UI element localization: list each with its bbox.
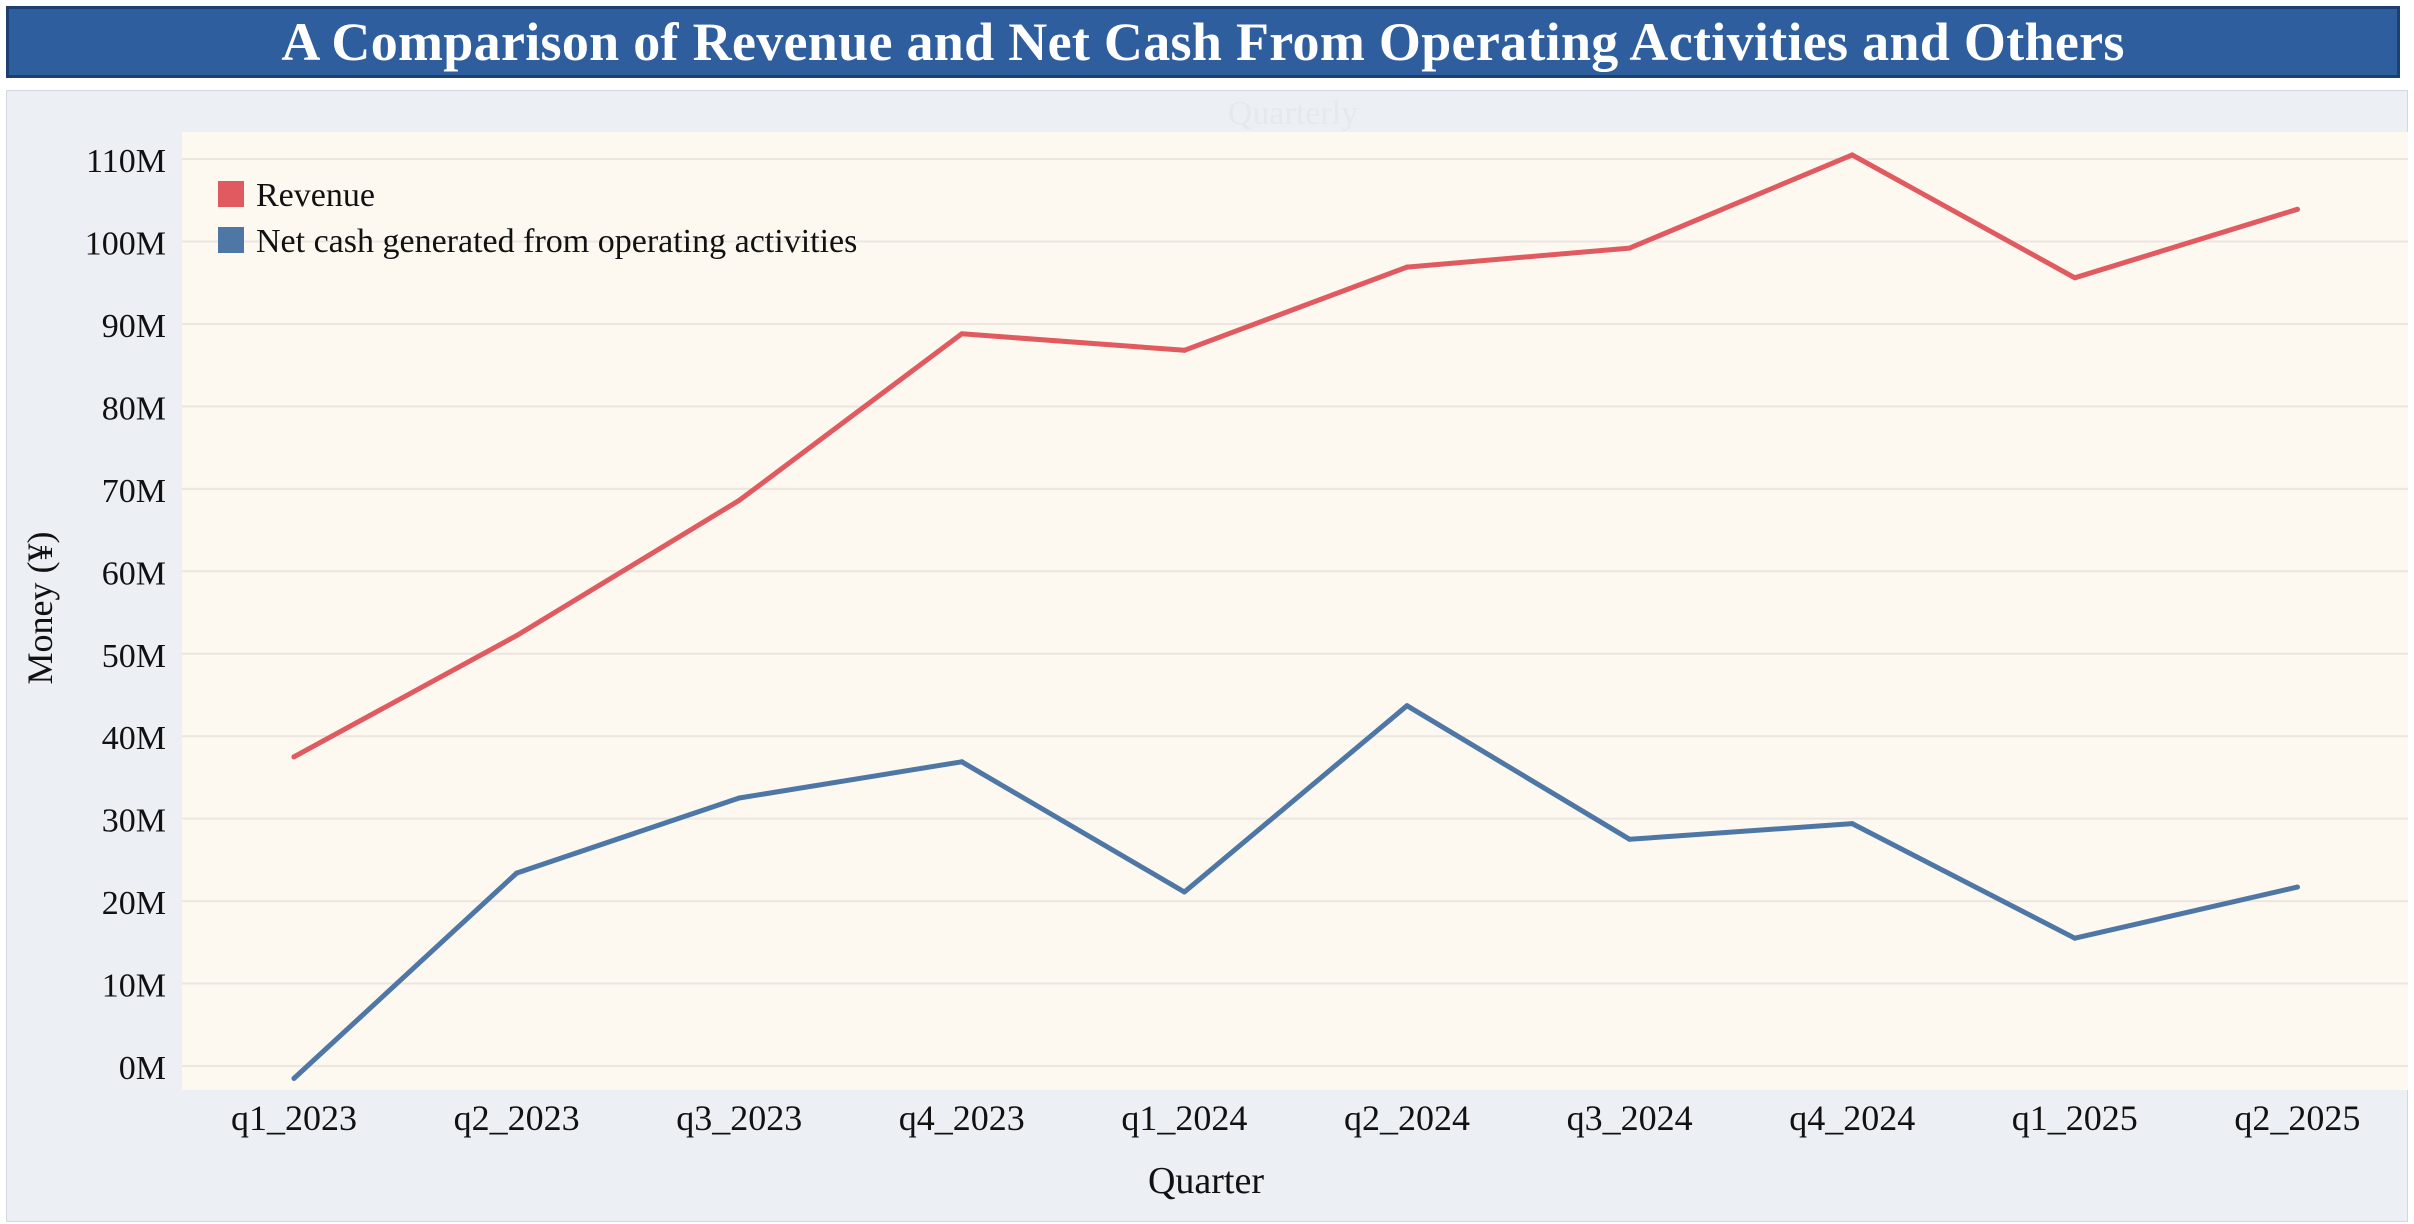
series-lines [291,152,2300,1081]
x-tick-label: q1_2023 [231,1098,357,1138]
y-tick-label: 20M [102,885,166,922]
series-line-1 [291,703,2300,1081]
chart-subtitle: Quarterly [1228,95,1358,132]
y-tick-label: 40M [102,720,166,757]
data-point [1181,347,1187,353]
data-point [291,754,297,760]
x-tick-label: q3_2023 [676,1098,802,1138]
y-tick-label: 10M [102,968,166,1005]
data-point [1627,245,1633,251]
data-point [1404,264,1410,270]
data-point [514,870,520,876]
data-point [1181,889,1187,895]
data-point [2294,884,2300,890]
y-tick-label: 70M [102,473,166,510]
y-tick-label: 110M [86,143,166,180]
legend-swatch [218,227,244,253]
y-tick-label: 30M [102,803,166,840]
data-point [291,1075,297,1081]
data-point [1849,821,1855,827]
x-tick-label: q3_2024 [1567,1098,1693,1138]
x-tick-label: q2_2024 [1344,1098,1470,1138]
data-point [736,497,742,503]
data-point [2294,206,2300,212]
data-point [2072,935,2078,941]
legend-swatch [218,181,244,207]
y-tick-label: 100M [85,226,166,263]
title-bar: A Comparison of Revenue and Net Cash Fro… [6,6,2400,78]
x-tick-label: q4_2023 [899,1098,1025,1138]
legend-label: Net cash generated from operating activi… [256,223,857,260]
y-tick-label: 90M [102,308,166,345]
x-tick-label: q1_2025 [2012,1098,2138,1138]
x-tick-label: q2_2025 [2234,1098,2360,1138]
y-tick-label: 0M [119,1050,166,1087]
y-tick-label: 50M [102,638,166,675]
data-point [1627,836,1633,842]
data-point [959,331,965,337]
y-tick-label: 60M [102,555,166,592]
y-axis-label: Money (¥) [20,532,60,685]
data-point [1404,703,1410,709]
data-point [959,759,965,765]
chart-title: A Comparison of Revenue and Net Cash Fro… [281,12,2125,72]
y-tick-label: 80M [102,390,166,427]
y-tick-labels: 0M 10M 20M 30M 40M 50M 60M 70M 80M 90M 100M 110M [85,143,166,1087]
series-line-0 [291,152,2300,760]
grid-lines [182,158,2408,1067]
data-point [2072,275,2078,281]
x-tick-label: q1_2024 [1121,1098,1247,1138]
legend-label: Revenue [256,177,375,214]
data-point [514,633,520,639]
x-tick-labels: q1_2023 q2_2023 q3_2023 q4_2023 q1_2024 q2_20… [231,1098,2360,1138]
data-point [736,795,742,801]
data-point [1849,152,1855,158]
x-tick-label: q2_2023 [454,1098,580,1138]
legend: Revenue Net cash generated from operating… [218,177,857,260]
x-axis-label: Quarter [1148,1160,1264,1202]
x-tick-label: q4_2024 [1789,1098,1915,1138]
